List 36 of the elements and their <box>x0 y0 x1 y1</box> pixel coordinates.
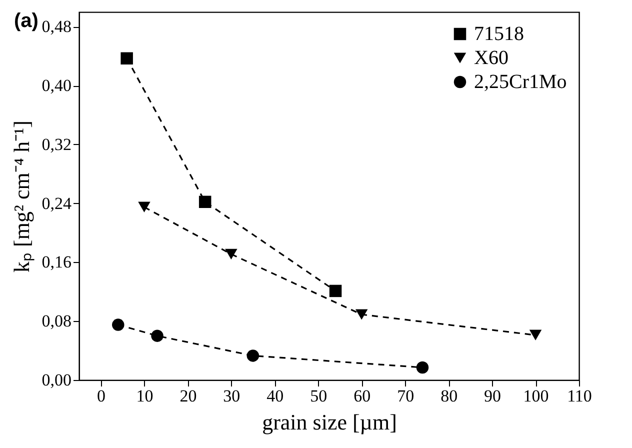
point <box>198 196 212 208</box>
point <box>355 309 368 320</box>
y-tick-label: 0,32 <box>42 134 72 154</box>
y-tick-label: 0,48 <box>42 17 72 36</box>
point <box>225 248 238 260</box>
point <box>112 318 124 331</box>
x-tick-label: 20 <box>180 386 197 406</box>
y-tick-label: 0,16 <box>42 252 72 272</box>
legend-label: 71518 <box>474 23 524 45</box>
y-tick-label: 0,40 <box>42 76 72 96</box>
x-tick-label: 50 <box>310 386 328 406</box>
y-tick-label: 0,00 <box>42 370 72 390</box>
x-tick-label: 0 <box>96 386 106 406</box>
x-tick-label: 30 <box>223 386 240 406</box>
legend-label: X60 <box>474 47 508 69</box>
y-tick-label: 0,08 <box>42 312 72 331</box>
point <box>529 330 542 340</box>
point <box>416 361 429 374</box>
point <box>120 52 133 64</box>
x-tick-label: 70 <box>397 386 414 406</box>
point <box>246 350 260 362</box>
point <box>138 202 150 212</box>
x-tick-label: 60 <box>354 386 371 406</box>
x-tick-label: 110 <box>567 386 592 406</box>
point <box>329 284 342 298</box>
x-tick-label: 100 <box>523 386 549 406</box>
y-tick-label: 0,24 <box>42 194 72 213</box>
legend-label: 2,25Cr1Mo <box>474 71 567 93</box>
y-axis-title: kₚ [mg² cm⁻⁴ h⁻¹] <box>8 120 35 273</box>
x-axis-title: grain size [µm] <box>262 410 397 434</box>
x-tick-label: 90 <box>484 386 502 406</box>
text: (a) <box>14 10 38 33</box>
x-tick-label: 80 <box>440 386 458 406</box>
x-tick-label: 40 <box>266 386 284 406</box>
x-tick-label: 10 <box>136 386 154 406</box>
point <box>151 330 164 342</box>
